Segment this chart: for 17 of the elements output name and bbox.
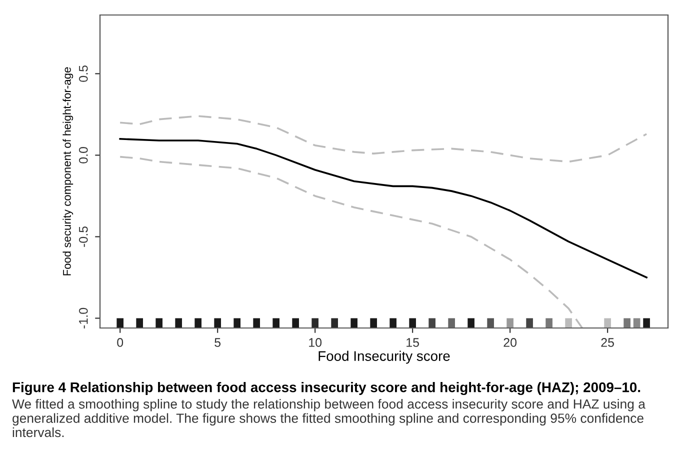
line-series bbox=[119, 156, 584, 328]
line-series bbox=[119, 138, 648, 278]
line-series bbox=[119, 115, 648, 163]
x-tick-label: 15 bbox=[406, 338, 419, 347]
y-tick-label: -0.5 bbox=[78, 226, 88, 247]
x-tick-label: 25 bbox=[601, 338, 614, 347]
y-tick-label: 0.0 bbox=[78, 147, 88, 164]
x-axis-title: Food Insecurity score bbox=[318, 350, 450, 364]
x-tick-label: 5 bbox=[214, 338, 221, 347]
y-tick-label: -1.0 bbox=[78, 308, 88, 328]
x-tick-label: 10 bbox=[309, 338, 322, 347]
text: We fitted a smoothing spline to study the relationship between food access insecurity score and HAZ using a generalized additive model. The figure shows the fitted smoothing spline and corresponding 95% confidence intervals. bbox=[12, 399, 646, 438]
x-tick-label: 0 bbox=[117, 338, 124, 347]
caption: Figure 4 Relationship between food access insecurity score and height-for-age (HAZ); 2009–10. bbox=[12, 382, 640, 396]
x-tick-label: 20 bbox=[504, 338, 517, 347]
y-axis-title: Food security component of height-for-age bbox=[62, 67, 74, 276]
y-tick-label: 0.5 bbox=[78, 66, 88, 82]
